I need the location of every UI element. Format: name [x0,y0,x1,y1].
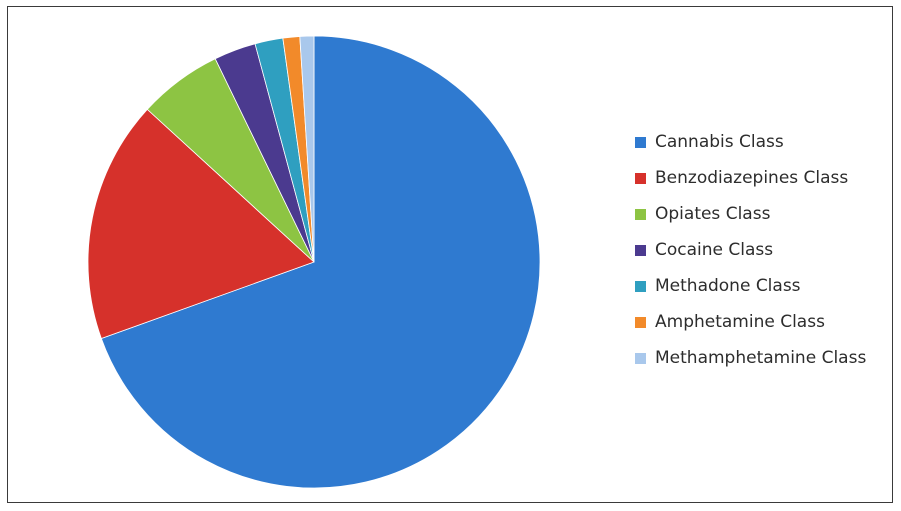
legend-swatch [635,208,646,220]
legend-label: Cocaine Class [655,240,774,260]
legend-label: Methamphetamine Class [655,348,867,368]
legend-label: Amphetamine Class [655,312,825,332]
legend-item-cannabis-class: Cannabis Class [635,124,866,160]
legend-swatch [635,280,646,292]
pie-slice-cannabis-class [100,35,541,489]
legend-label: Opiates Class [655,204,771,224]
pie-chart [87,35,541,489]
legend-label: Cannabis Class [655,132,784,152]
legend-label: Methadone Class [655,276,801,296]
legend-label: Benzodiazepines Class [655,168,849,188]
legend-swatch [635,316,646,328]
legend-swatch [635,244,646,256]
pie-slice-benzodiazepines-class [87,108,315,340]
chart-frame: Cannabis Class Benzodiazepines Class Opiat… [7,6,893,503]
legend-item-cocaine-class: Cocaine Class [635,232,866,268]
legend-item-amphetamine-class: Amphetamine Class [635,304,866,340]
legend-swatch [635,172,646,184]
legend-swatch [635,136,646,148]
legend-item-methamphetamine-class: Methamphetamine Class [635,340,866,376]
chart-legend: Cannabis Class Benzodiazepines Class Opiat… [635,124,866,376]
legend-item-benzodiazepines-class: Benzodiazepines Class [635,160,866,196]
legend-item-opiates-class: Opiates Class [635,196,866,232]
legend-item-methadone-class: Methadone Class [635,268,866,304]
legend-swatch [635,352,646,364]
pie-slice-methamphetamine-class [299,35,315,263]
